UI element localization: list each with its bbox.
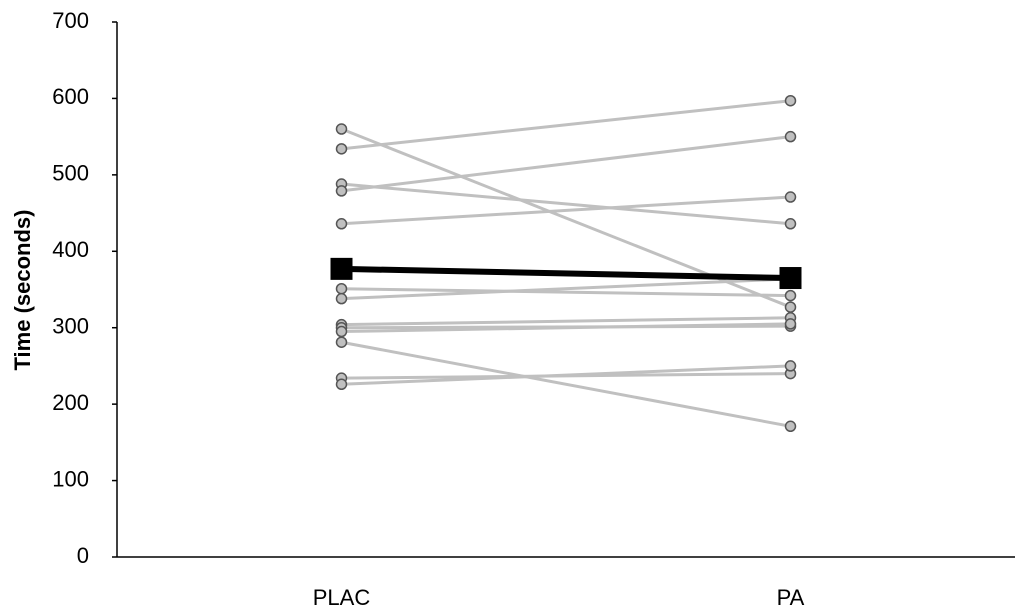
point-marker	[335, 282, 348, 295]
series-line	[341, 195, 791, 226]
x-tick-label: PA	[777, 585, 805, 610]
point-marker	[784, 94, 797, 107]
point-marker	[784, 420, 797, 433]
y-tick-label: 100	[52, 466, 89, 491]
y-tick-label: 400	[52, 237, 89, 262]
point-marker	[784, 130, 797, 143]
y-tick-label: 0	[77, 543, 89, 568]
point-marker	[335, 292, 348, 305]
y-tick-label: 200	[52, 390, 89, 415]
y-axis-label: Time (seconds)	[10, 210, 35, 371]
point-marker	[335, 123, 348, 135]
y-tick-label: 600	[52, 84, 89, 109]
y-tick-label: 700	[52, 8, 89, 33]
y-tick-label: 300	[52, 314, 89, 339]
point-marker	[335, 143, 348, 155]
point-marker	[784, 301, 797, 313]
series-line	[341, 287, 791, 298]
point-marker	[784, 360, 797, 372]
point-marker	[335, 336, 348, 348]
series-line	[341, 277, 791, 301]
mean-marker	[330, 257, 353, 280]
series-line	[341, 135, 791, 193]
point-marker	[335, 325, 348, 338]
point-marker	[335, 218, 348, 230]
series-line	[341, 316, 791, 327]
series-line	[341, 340, 791, 428]
series-line	[341, 322, 791, 334]
point-marker	[784, 191, 797, 203]
series-line	[341, 364, 791, 386]
point-marker	[784, 218, 797, 230]
series-line	[341, 182, 791, 226]
y-tick-label: 500	[52, 161, 89, 186]
point-marker	[784, 289, 797, 302]
point-marker	[335, 185, 348, 197]
series-line	[341, 99, 791, 151]
point-marker	[784, 318, 797, 330]
x-tick-label: PLAC	[313, 585, 371, 610]
mean-marker	[779, 267, 802, 290]
point-marker	[335, 378, 348, 391]
series-line	[341, 265, 791, 282]
